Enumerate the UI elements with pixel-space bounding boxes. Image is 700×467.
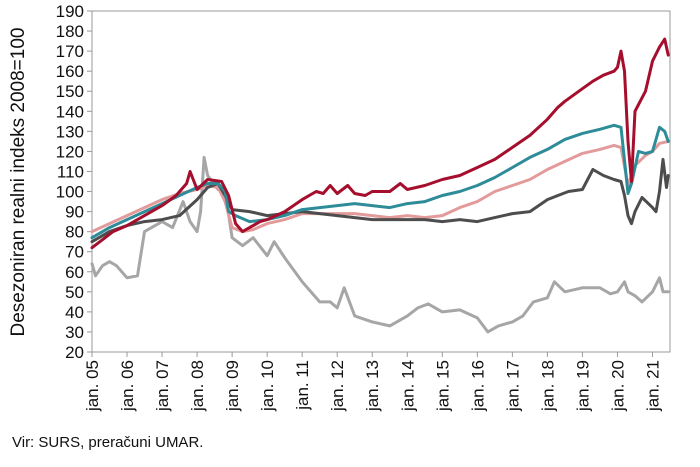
source-note: Vir: SURS, preračuni UMAR.	[12, 434, 204, 451]
y-tick-label: 20	[65, 343, 84, 362]
x-tick-label: jan. 05	[83, 360, 102, 412]
series-line-teal	[90, 123, 670, 240]
y-tick-label: 70	[65, 243, 84, 262]
y-tick-label: 150	[56, 82, 84, 101]
y-tick-label: 120	[56, 142, 84, 161]
series-line-lightgray	[90, 155, 670, 334]
x-tick-label: jan. 13	[363, 360, 382, 412]
y-tick-label: 140	[56, 102, 84, 121]
y-tick-label: 160	[56, 62, 84, 81]
y-tick-label: 170	[56, 42, 84, 61]
x-tick-label: jan. 20	[608, 360, 627, 412]
x-tick-label: jan. 18	[538, 360, 557, 412]
x-axis-ticks: jan. 05 jan. 06 jan. 07 jan. 08 jan. 09 jan. …	[83, 352, 662, 412]
y-tick-label: 130	[56, 122, 84, 141]
y-tick-label: 30	[65, 323, 84, 342]
x-tick-label: jan. 14	[398, 360, 417, 412]
y-tick-label: 90	[65, 203, 84, 222]
y-tick-label: 110	[57, 162, 84, 181]
x-tick-label: jan. 17	[503, 360, 522, 412]
x-tick-label: jan. 21	[643, 360, 662, 412]
y-tick-label: 60	[65, 263, 84, 282]
x-tick-label: jan. 12	[328, 360, 347, 412]
plot-area-border	[91, 10, 671, 353]
x-tick-label: jan. 09	[223, 360, 242, 412]
x-tick-label: jan. 06	[118, 360, 137, 412]
y-tick-label: 190	[56, 2, 84, 21]
x-tick-label: jan. 08	[188, 360, 207, 412]
series-line-darkgray	[90, 157, 670, 244]
x-tick-label: jan. 10	[258, 360, 277, 412]
x-tick-label: jan. 11	[293, 360, 312, 411]
series-line-pink	[90, 139, 670, 234]
y-tick-label: 100	[56, 183, 84, 202]
x-tick-label: jan. 07	[153, 360, 172, 412]
y-tick-label: 40	[65, 303, 84, 322]
x-tick-label: jan. 16	[468, 360, 487, 412]
series-line-darkred	[90, 37, 670, 250]
x-tick-label: jan. 15	[433, 360, 452, 412]
x-tick-label: jan. 19	[573, 360, 592, 412]
y-tick-label: 180	[56, 22, 84, 41]
series-lines	[90, 37, 670, 334]
y-tick-label: 50	[65, 283, 84, 302]
plot-frame	[91, 10, 671, 353]
y-axis-title: Desezoniran realni indeks 2008=100	[8, 28, 29, 337]
y-tick-label: 80	[65, 223, 84, 242]
